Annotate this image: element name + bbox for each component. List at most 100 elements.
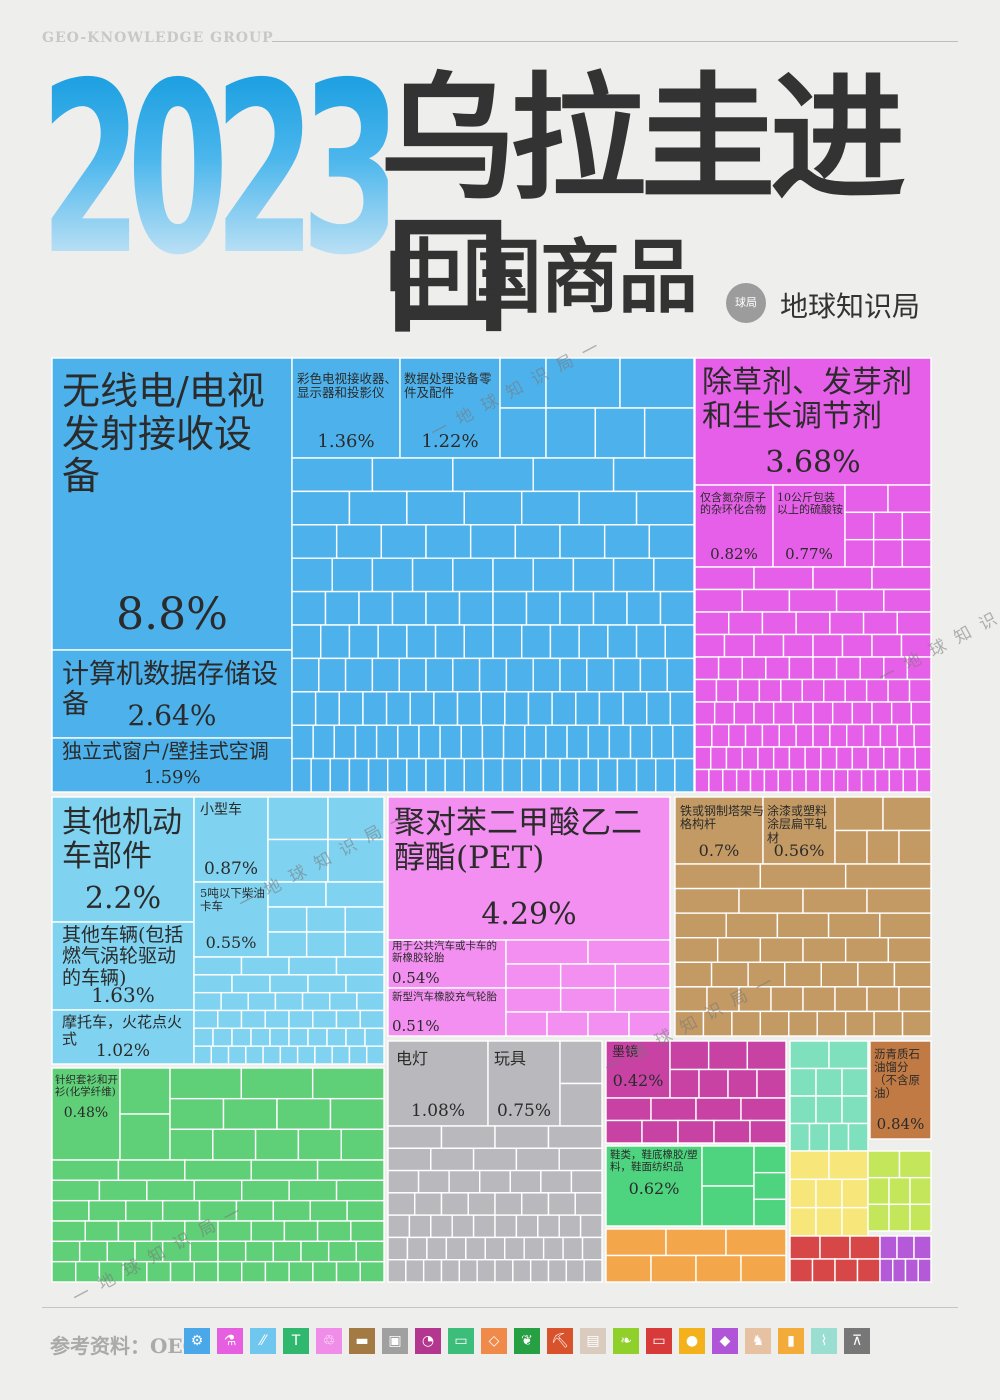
tile-minor-footwear: [701, 1185, 755, 1227]
label-heterocyclic-compounds: 仅含氮杂原子的杂环化合物: [700, 491, 766, 517]
tile-minor-metals: [716, 937, 762, 963]
tile-minor-metals: [844, 1010, 875, 1037]
group-label: GEO-KNOWLEDGE GROUP: [42, 30, 274, 46]
tile-minor-machinery: [358, 590, 394, 626]
page-subtitle: 中国商品: [384, 231, 698, 324]
tile-minor-paper: [849, 1235, 881, 1260]
tile-minor-chemicals: [723, 633, 755, 658]
tile-minor-transport: [247, 991, 277, 1012]
tile-minor-machinery: [666, 657, 695, 693]
flask-icon: ⚗: [217, 1328, 243, 1354]
tile-minor-misc: [494, 1259, 514, 1283]
tile-data-processing-parts: [399, 357, 501, 459]
tile-minor-textiles: [212, 1128, 257, 1161]
tile-minor-metals: [784, 961, 822, 988]
tile-minor-metals: [879, 912, 932, 939]
tile-minor-machinery: [452, 557, 494, 593]
tile-minor-chemicals: [741, 746, 759, 771]
easel-icon: ⊼: [844, 1328, 870, 1354]
tile-minor-transport: [335, 1009, 361, 1030]
tile-minor-vegetable: [909, 1176, 932, 1206]
tile-minor-misc: [547, 1192, 576, 1216]
tile-minor-misc: [414, 1192, 443, 1216]
tile-minor-transport: [359, 1009, 385, 1030]
tile-minor-machinery: [659, 590, 695, 626]
tile-minor-transport: [345, 974, 385, 994]
tile-minor-textiles: [222, 1097, 278, 1131]
tile-minor-machinery: [456, 691, 482, 726]
tile-minor-textiles: [297, 1128, 342, 1161]
tile-minor-stone: [740, 1254, 787, 1283]
tile-minor-machinery: [612, 657, 642, 693]
tile-minor-machinery: [380, 524, 427, 559]
tile-minor-transport: [329, 991, 358, 1012]
value-sunglasses: 0.42%: [612, 1071, 664, 1090]
tile-minor-misc: [406, 1236, 428, 1261]
tile-minor-transport: [301, 991, 331, 1012]
tile-minor-paper: [811, 1258, 836, 1283]
tile-minor-chemicals: [753, 566, 814, 591]
tile-minor-machinery: [502, 724, 526, 760]
tile-minor-chemicals: [820, 746, 838, 771]
tile-minor-machinery: [559, 590, 595, 626]
tile-minor-foodstuffs: [828, 1150, 869, 1181]
tile-minor-transport: [262, 1045, 282, 1065]
value-computer-storage: 2.64%: [127, 699, 217, 732]
tile-minor-chemicals: [844, 511, 875, 541]
tile-minor-chemicals: [835, 656, 861, 681]
tile-minor-metals: [674, 1010, 705, 1037]
tile-minor-misc: [542, 1236, 564, 1261]
tile-minor-metals: [844, 937, 890, 963]
tile-minor-transport: [193, 974, 233, 994]
tile-minor-machinery: [504, 691, 530, 726]
tile-minor-chemicals: [728, 723, 747, 748]
source-label: 参考资料：OEC: [50, 1334, 199, 1358]
value-coated-steel: 0.56%: [773, 841, 825, 860]
tile-minor-foodstuffs: [815, 1178, 843, 1209]
tile-minor-machinery: [635, 490, 695, 526]
tile-minor-metals: [901, 1010, 932, 1037]
tile-minor-chemicals: [887, 484, 932, 514]
tile-minor-textiles: [84, 1220, 120, 1243]
tile-minor-paper: [819, 1235, 851, 1260]
tile-minor-textiles: [288, 1179, 338, 1202]
tile-minor-misc: [565, 1259, 585, 1283]
tile-minor-machinery: [387, 757, 408, 793]
tile-minor-misc: [537, 1214, 560, 1239]
tile-lamps: [387, 1040, 489, 1127]
tile-minor-textiles: [169, 1097, 225, 1131]
tile-minor-foodstuffs: [815, 1206, 843, 1237]
tile-heterocyclic-compounds: [694, 484, 774, 568]
tile-minor-machinery: [597, 757, 619, 793]
tile-minor-machinery: [492, 624, 523, 660]
tile-minor-machinery: [575, 691, 601, 726]
tile-minor-chemicals: [725, 746, 743, 771]
tile-minor-chemicals: [872, 538, 904, 568]
tile-minor-chemicals: [713, 701, 736, 726]
tile-minor-machinery: [525, 590, 561, 626]
tile-minor-misc: [558, 1147, 603, 1172]
tile-minor-chemicals: [735, 768, 752, 793]
tile-minor-misc: [445, 1236, 467, 1261]
label-vehicle-parts: 其他机动车部件: [62, 805, 182, 874]
tile-minor-chemicals: [901, 538, 932, 568]
tile-minor-instruments: [695, 1097, 742, 1122]
tile-minor-misc: [529, 1259, 550, 1283]
tile-minor-chemicals: [749, 768, 766, 793]
tile-minor-chemicals: [710, 746, 728, 771]
value-other-vehicles: 1.63%: [91, 983, 155, 1007]
tile-minor-plastics: [614, 987, 671, 1013]
tile-minor-machinery: [434, 624, 465, 660]
tile-minor-paper: [856, 1258, 881, 1283]
tile-minor-misc: [562, 1236, 584, 1261]
tile-minor-chemicals: [782, 633, 814, 658]
tile-minor-instruments: [669, 1040, 710, 1071]
tile-minor-metals: [857, 961, 896, 988]
tile-minor-chemicals: [717, 656, 743, 681]
tile-minor-machinery: [406, 757, 427, 793]
tile-minor-machinery: [551, 691, 577, 726]
tile-minor-machinery: [425, 657, 454, 693]
tile-minor-textiles: [250, 1220, 286, 1243]
tile-minor-instruments: [746, 1040, 787, 1071]
tile-minor-textiles: [340, 1128, 385, 1161]
